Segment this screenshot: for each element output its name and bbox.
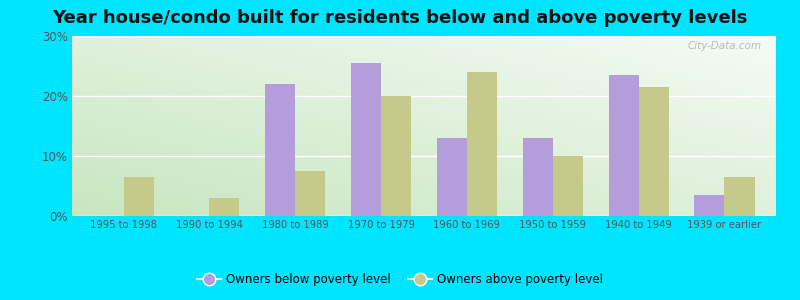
Bar [381, 96, 411, 216]
Bar [295, 171, 326, 216]
Bar [123, 177, 154, 216]
Legend: Owners below poverty level, Owners above poverty level: Owners below poverty level, Owners above… [193, 269, 607, 291]
Bar [553, 156, 583, 216]
Bar [265, 84, 295, 216]
Bar [437, 138, 467, 216]
Text: City-Data.com: City-Data.com [688, 41, 762, 51]
Bar [351, 63, 381, 216]
Bar [210, 198, 239, 216]
Bar [694, 195, 725, 216]
Bar [609, 75, 638, 216]
Text: Year house/condo built for residents below and above poverty levels: Year house/condo built for residents bel… [52, 9, 748, 27]
Bar [467, 72, 497, 216]
Bar [638, 87, 669, 216]
Bar [522, 138, 553, 216]
Bar [725, 177, 754, 216]
